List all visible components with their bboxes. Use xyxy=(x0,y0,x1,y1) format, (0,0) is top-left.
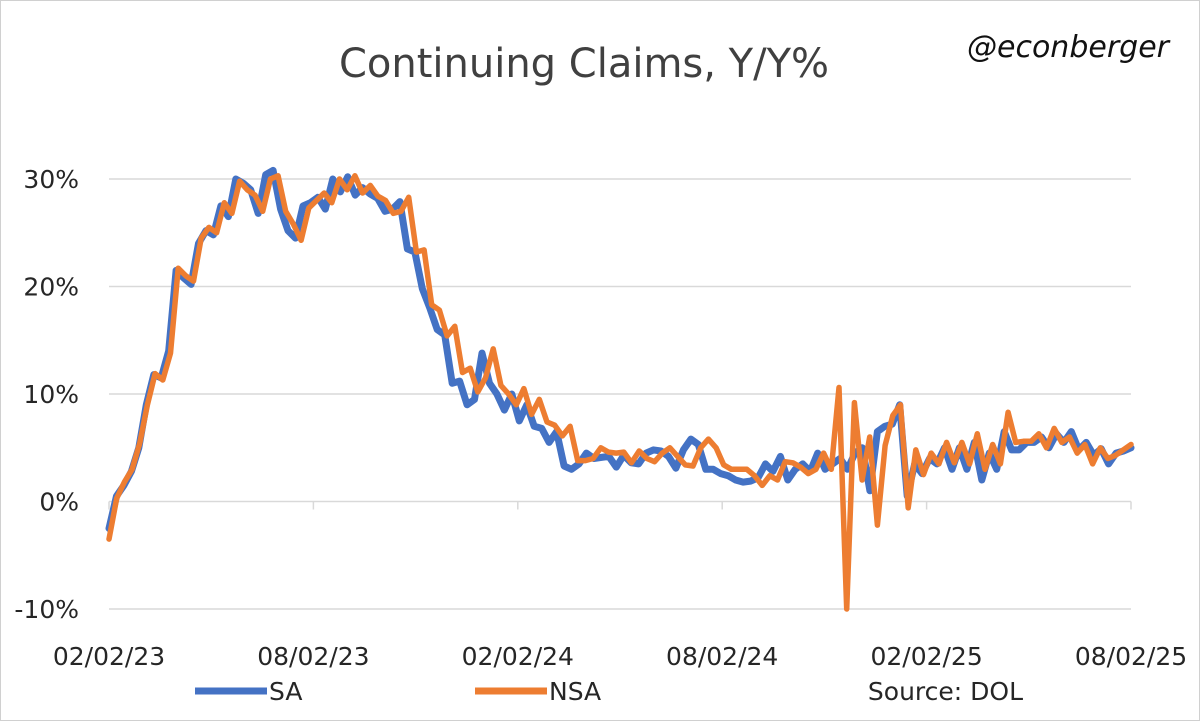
author-handle: @econberger xyxy=(967,30,1171,65)
y-axis-ticks: -10% 0% 10% 20% 30% xyxy=(14,165,79,624)
x-tick-label: 02/02/24 xyxy=(462,642,574,671)
x-tick-label: 08/02/23 xyxy=(257,642,369,671)
x-axis-ticks: 02/02/23 08/02/23 02/02/24 08/02/24 02/02/25… xyxy=(53,501,1187,671)
y-tick-label: 0% xyxy=(39,488,79,517)
source-note: Source: DOL xyxy=(868,677,1023,706)
y-tick-label: 10% xyxy=(23,380,79,409)
series-lines xyxy=(105,166,1135,612)
series-line-nsa xyxy=(106,173,1134,612)
legend: SA NSA xyxy=(195,677,601,706)
chart-title: Continuing Claims, Y/Y% xyxy=(339,41,829,87)
y-tick-label: 30% xyxy=(23,165,79,194)
x-tick-label: 02/02/23 xyxy=(53,642,165,671)
series-line-sa xyxy=(105,166,1135,532)
y-tick-label: 20% xyxy=(23,273,79,302)
gridlines xyxy=(109,178,1131,610)
x-tick-label: 08/02/24 xyxy=(666,642,778,671)
x-tick-label: 02/02/25 xyxy=(870,642,982,671)
legend-label-nsa: NSA xyxy=(549,677,601,706)
y-tick-label: -10% xyxy=(14,595,79,624)
x-tick-label: 08/02/25 xyxy=(1075,642,1187,671)
legend-label-sa: SA xyxy=(269,677,302,706)
